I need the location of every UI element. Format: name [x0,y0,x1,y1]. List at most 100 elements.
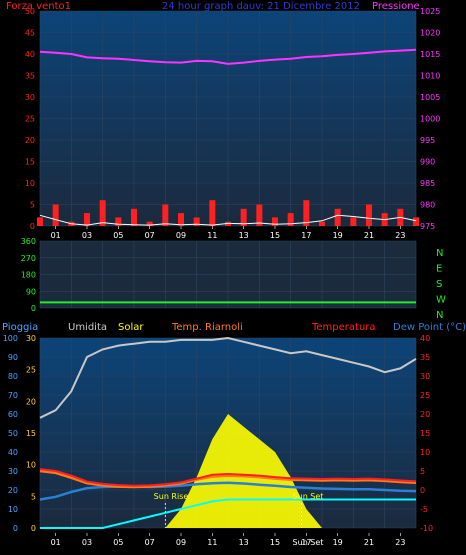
tick-label: 15 [420,429,430,438]
tick-label: 5 [420,467,425,476]
x-tick-label: 09 [176,538,186,547]
bottom-series [39,336,417,529]
tick-label: 40 [8,448,18,457]
tick-label: 80 [8,372,18,381]
x-tick-label: 03 [82,538,92,547]
tick-label: 20 [420,410,430,419]
x-tick-label: 23 [395,231,405,240]
tick-label: 10 [25,179,35,188]
tick-label: 90 [8,353,18,362]
wind-speed-bar [240,208,247,226]
tick-label: 0 [13,524,18,533]
tick-label: 0 [420,486,425,495]
wind-gust-line [39,214,417,226]
tick-label: 360 [21,237,36,246]
sun-set-axis-label: Sun Set [293,538,324,547]
x-tick-label: 13 [239,538,249,547]
wind-speed-bar [131,208,137,226]
tick-label: 1005 [420,93,440,102]
x-tick-label: 07 [145,538,155,547]
tick-label: 90 [26,287,36,296]
wind-speed-bar [178,213,184,226]
tick-label: -10 [420,524,433,533]
humidity-line [39,336,417,419]
solar-axis: 0 5 10 15 20 25 30 [26,334,36,533]
tick-label: 30 [26,334,36,343]
compass-label: N [436,310,443,321]
tick-label: 20 [26,397,36,406]
tick-label: 980 [420,201,435,210]
compass-label: E [436,264,442,275]
solar-area [40,414,416,528]
tick-label: 1010 [420,72,440,81]
x-tick-label: 03 [82,231,92,240]
tick-label: 270 [21,254,36,263]
x-tick-label: 19 [333,231,343,240]
pressure-line [39,48,417,65]
wind-speed-bar [84,213,90,226]
graph-title: 24 hour graph dauv: 21 Dicembre 2012 [162,1,360,12]
tick-label: 25 [25,115,35,124]
tick-label: 60 [8,410,18,419]
tick-label: 35 [25,72,35,81]
tick-label: 30 [25,93,35,102]
pressure-title: Pressione [372,1,420,12]
rain-axis: 0 10 20 30 40 50 60 70 80 90 100 [3,334,18,533]
tick-label: 30 [420,372,430,381]
wind-speed-bar [193,217,200,226]
compass-label: W [436,295,446,306]
tick-label: 180 [21,271,36,280]
tick-label: 5 [30,201,35,210]
tick-label: 50 [25,7,35,16]
humidity-label: Umidita [68,322,107,333]
tick-label: 20 [8,486,18,495]
dew-point-line [39,481,417,501]
tick-label: 0 [31,524,36,533]
wind-speed-bar [413,217,419,226]
wind-speed-bar [99,200,106,226]
temperature-line [39,468,417,487]
tick-label: 985 [420,179,435,188]
tick-label: -5 [420,505,428,514]
direction-axis: 0 90 180 270 360 [21,237,36,313]
wind-speed-bar [303,200,310,226]
wind-speed-bar [146,221,153,226]
wind-speed-bar [319,221,325,226]
x-tick-label: 17 [301,231,311,240]
bottom-x-axis: 01 03 05 07 09 11 13 15 17 19 21 23 [51,533,405,547]
rain-label: Pioggia [2,322,38,333]
wind-speed-bar [52,204,59,226]
compass-label: S [436,279,442,290]
compass-label: N [436,248,443,259]
temperature-label: Temperatura [311,322,376,333]
tick-label: 40 [420,334,430,343]
x-tick-label: 21 [364,538,374,547]
wind-title: Forza vento1 [6,1,71,12]
wind-speed-bar [334,208,341,226]
x-tick-label: 07 [145,231,155,240]
x-tick-label: 01 [51,231,61,240]
tick-label: 20 [25,136,35,145]
tick-label: 10 [420,448,430,457]
x-tick-label: 17 [301,538,311,547]
x-tick-label: 19 [333,538,343,547]
tick-label: 25 [26,366,36,375]
tick-label: 100 [3,334,18,343]
feels-like-label: Temp. Riarnoli [171,322,243,333]
tick-label: 35 [420,353,430,362]
tick-label: 30 [8,467,18,476]
x-tick-label: 09 [176,231,186,240]
x-tick-label: 11 [207,538,217,547]
tick-label: 40 [25,50,35,59]
x-tick-label: 15 [270,538,280,547]
tick-label: 990 [420,158,435,167]
x-tick-label: 05 [113,231,123,240]
top-x-axis: 01 03 05 07 09 11 13 15 17 19 21 23 [51,226,405,240]
dew-point-label: Dew Point (°C) [393,322,466,333]
x-tick-label: 01 [51,538,61,547]
tick-label: 1025 [420,7,440,16]
tick-label: 10 [8,505,18,514]
tick-label: 25 [420,391,430,400]
wind-speed-bar [162,204,169,226]
